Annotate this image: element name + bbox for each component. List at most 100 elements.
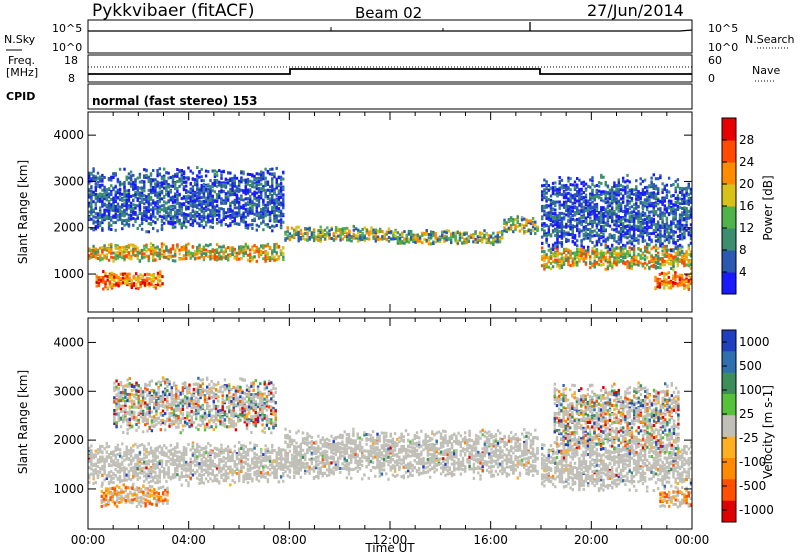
heatmap-cell <box>264 190 267 194</box>
heatmap-cell <box>260 215 263 219</box>
heatmap-cell <box>496 239 499 243</box>
heatmap-cell <box>547 212 550 215</box>
heatmap-cell <box>222 184 225 188</box>
heatmap-cell <box>503 226 506 230</box>
heatmap-cell <box>622 222 625 226</box>
heatmap-cell <box>169 196 172 200</box>
heatmap-cell <box>163 209 166 213</box>
heatmap-cell <box>149 197 153 201</box>
heatmap-cell <box>663 232 666 236</box>
heatmap-cell <box>571 214 574 218</box>
heatmap-cell <box>615 191 618 195</box>
heatmap-cell <box>125 245 128 249</box>
heatmap-cell <box>132 185 135 189</box>
heatmap-cell <box>154 201 157 205</box>
heatmap-cell <box>589 178 592 182</box>
heatmap-cell <box>273 172 276 176</box>
heatmap-cell <box>118 207 122 211</box>
heatmap-cell <box>663 255 666 258</box>
heatmap-cell <box>584 236 588 240</box>
heatmap-cell <box>218 180 221 184</box>
heatmap-cell <box>657 266 660 269</box>
heatmap-cell <box>665 244 669 248</box>
heatmap-cell <box>549 214 553 218</box>
heatmap-cell <box>551 220 555 224</box>
heatmap-cell <box>556 237 559 241</box>
heatmap-cell <box>593 217 596 221</box>
heatmap-cell <box>547 231 550 234</box>
heatmap-cell <box>531 225 535 229</box>
heatmap-cell <box>580 202 583 206</box>
heatmap-cell <box>554 241 557 245</box>
heatmap-cell <box>134 195 137 199</box>
heatmap-cell <box>262 207 265 210</box>
heatmap-cell <box>543 253 546 257</box>
heatmap-cell <box>121 203 124 207</box>
heatmap-cell <box>96 252 100 256</box>
heatmap-cell <box>332 234 336 238</box>
heatmap-cell <box>279 181 283 185</box>
heatmap-cell <box>92 219 95 223</box>
heatmap-cell <box>589 220 592 224</box>
heatmap-cell <box>661 182 664 186</box>
heatmap-cell <box>266 242 270 246</box>
heatmap-cell <box>110 203 113 207</box>
heatmap-cell <box>663 184 666 188</box>
heatmap-cell <box>676 253 680 257</box>
heatmap-cell <box>443 237 446 240</box>
heatmap-cell <box>549 207 553 211</box>
heatmap-cell <box>99 221 102 224</box>
heatmap-cell <box>608 201 612 205</box>
heatmap-cell <box>169 176 172 179</box>
heatmap-cell <box>567 249 570 253</box>
heatmap-cell <box>587 212 590 216</box>
heatmap-cell <box>578 247 581 251</box>
heatmap-cell <box>387 229 391 233</box>
heatmap-cell <box>260 249 263 253</box>
heatmap-cell <box>295 229 298 233</box>
heatmap-cell <box>641 222 645 226</box>
heatmap-cell <box>663 225 666 229</box>
heatmap-cell <box>196 245 199 249</box>
heatmap-cell <box>275 180 278 184</box>
heatmap-cell <box>545 253 548 257</box>
heatmap-cell <box>129 243 133 247</box>
heatmap-cell <box>630 234 634 238</box>
heatmap-cell <box>193 253 197 257</box>
heatmap-cell <box>551 217 555 221</box>
heatmap-cell <box>606 204 610 208</box>
heatmap-cell <box>158 252 161 256</box>
heatmap-cell <box>163 252 166 256</box>
heatmap-cell <box>635 202 638 206</box>
heatmap-cell <box>593 255 596 259</box>
heatmap-cell <box>637 198 640 202</box>
heatmap-cell <box>576 211 579 215</box>
heatmap-cell <box>180 257 183 261</box>
heatmap-cell <box>374 233 377 237</box>
heatmap-cell <box>545 238 548 242</box>
heatmap-cell <box>275 208 278 212</box>
heatmap-cell <box>458 232 462 236</box>
heatmap-cell <box>556 245 559 249</box>
heatmap-cell <box>262 174 265 178</box>
heatmap-cell <box>118 205 122 209</box>
heatmap-cell <box>279 203 283 207</box>
heatmap-cell <box>611 188 614 192</box>
heatmap-cell <box>88 187 91 191</box>
heatmap-cell <box>565 237 568 241</box>
heatmap-cell <box>185 253 188 257</box>
heatmap-cell <box>240 249 243 252</box>
heatmap-cell <box>403 237 406 241</box>
heatmap-cell <box>652 193 655 197</box>
heatmap-cell <box>587 215 590 218</box>
heatmap-cell <box>334 228 338 232</box>
heatmap-cell <box>143 175 146 179</box>
heatmap-cell <box>663 259 666 263</box>
heatmap-cell <box>171 184 175 188</box>
heatmap-cell <box>606 264 610 268</box>
heatmap-cell <box>560 186 564 190</box>
heatmap-cell <box>545 256 548 259</box>
heatmap-cell <box>165 207 168 210</box>
heatmap-cell <box>163 255 166 259</box>
heatmap-cell <box>654 227 658 231</box>
